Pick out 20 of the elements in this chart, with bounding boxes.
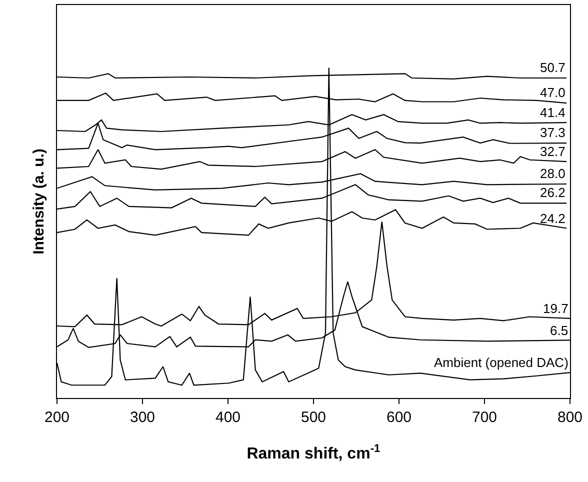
- series-label: 47.0: [540, 85, 566, 100]
- series-label: Ambient (opened DAC): [434, 355, 568, 370]
- x-tick-label: 800: [557, 409, 583, 426]
- series-label: 28.0: [540, 166, 566, 181]
- x-tick-label: 500: [300, 409, 326, 426]
- x-tick-label: 200: [44, 409, 70, 426]
- x-axis-title: Raman shift, cm$^{-1}$: [246, 442, 380, 463]
- x-tick-label: 400: [215, 409, 241, 426]
- series-label: 19.7: [543, 301, 568, 316]
- series-label: 6.5: [550, 323, 568, 338]
- y-axis-title: Intensity (a. u.): [30, 148, 48, 254]
- series-label: 32.7: [540, 144, 566, 159]
- x-tick-label: 700: [472, 409, 498, 426]
- x-tick-label: 300: [130, 409, 156, 426]
- series-label: 24.2: [540, 211, 566, 226]
- series-label: 50.7: [540, 60, 566, 75]
- series-label: 37.3: [540, 125, 566, 140]
- x-tick-label: 600: [386, 409, 412, 426]
- series-label: 41.4: [540, 105, 566, 120]
- series-label: 26.2: [540, 185, 566, 200]
